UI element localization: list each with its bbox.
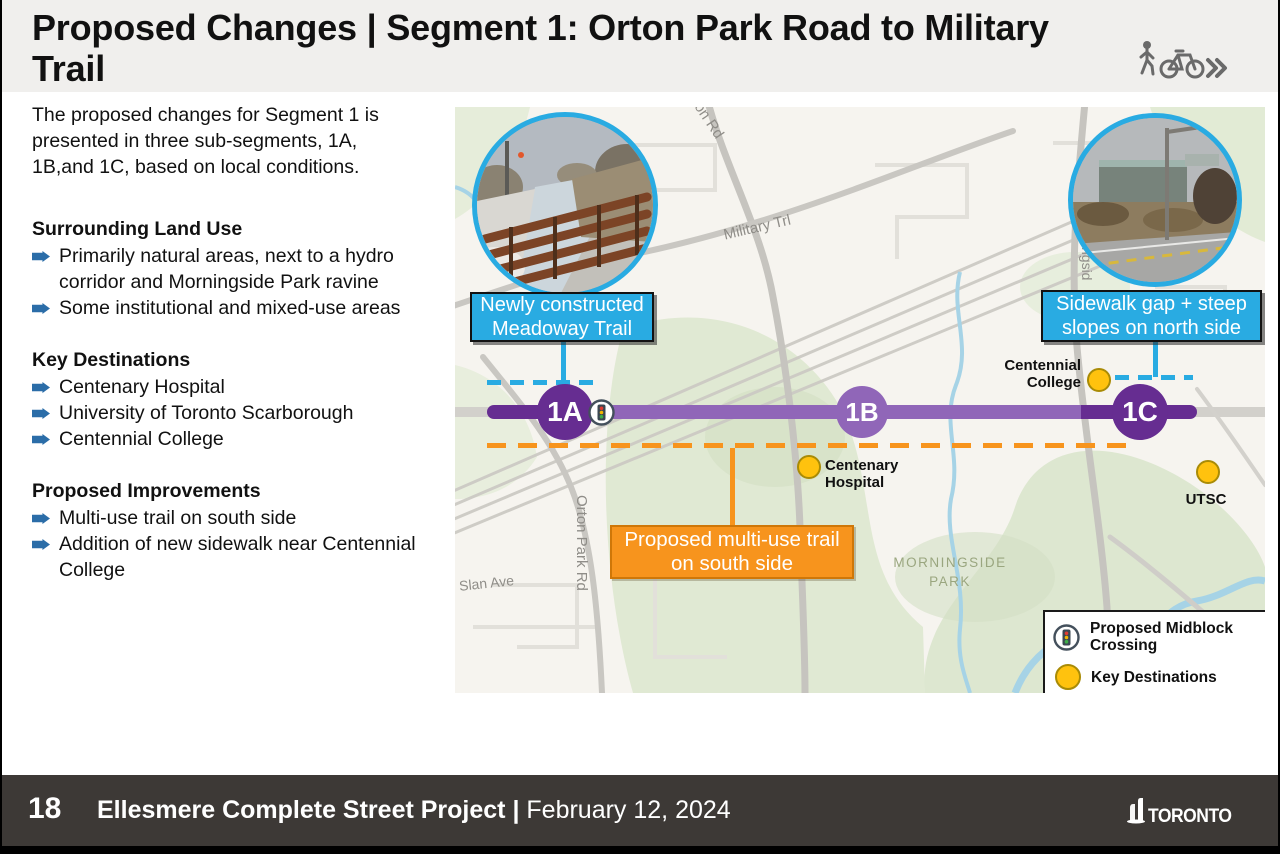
callout-sidewalk-gap: Sidewalk gap + steep slopes on north sid… [1041,290,1262,342]
segment-marker-1b: 1B [836,386,888,438]
bullet-text: Primarily natural areas, next to a hydro… [59,245,394,293]
destination-dot-utsc [1196,460,1220,484]
list-item: Primarily natural areas, next to a hydro… [32,243,444,295]
arrow-bullet-icon [32,382,50,393]
blue-connector-west [561,341,566,382]
bullet-text: Multi-use trail on south side [59,507,297,529]
segment-marker-1c: 1C [1112,384,1168,440]
bullet-text: Addition of new sidewalk near Centennial… [59,533,416,581]
orange-connector [730,448,735,525]
segment-marker-1a: 1A [537,384,593,440]
street-label-orton-park: Orton Park Rd [573,495,590,591]
key-destination-icon [1055,664,1081,690]
list-item: Multi-use trail on south side [32,505,444,531]
list-item: Centenary Hospital [32,374,444,400]
park-label: MORNINGSIDE PARK [893,555,1007,589]
footer-bar: 18 Ellesmere Complete Street Project | F… [2,775,1278,846]
map-legend: Proposed Midblock Crossing Key Destinati… [1043,610,1265,693]
svg-text:TORONTO: TORONTO [1148,804,1232,826]
section-key-destinations: Key Destinations Centenary Hospital Univ… [32,347,444,452]
section-proposed-improvements: Proposed Improvements Multi-use trail on… [32,478,444,583]
arrow-bullet-icon [32,513,50,524]
toronto-logo: TORONTO [1124,792,1232,835]
segment-map: son Rd Military Trl Orton Park Rd Slan A… [455,107,1265,693]
blue-dashed-line-west [487,380,594,385]
bullet-text: Some institutional and mixed-use areas [59,297,401,319]
section-heading: Proposed Improvements [32,480,261,502]
destination-label-centennial: Centennial College [1004,357,1081,391]
blue-dashed-line-east [1115,375,1193,380]
orange-dashed-line [487,443,1132,448]
legend-row-destinations: Key Destinations [1053,664,1258,690]
legend-label: Key Destinations [1091,668,1217,686]
arrow-bullet-icon [32,408,50,419]
header-bar: Proposed Changes | Segment 1: Orton Park… [2,0,1278,92]
section-heading: Surrounding Land Use [32,218,243,240]
legend-row-midblock: Proposed Midblock Crossing [1053,620,1258,654]
section-surrounding-land-use: Surrounding Land Use Primarily natural a… [32,216,444,321]
arrow-bullet-icon [32,434,50,445]
midblock-crossing-icon [588,399,615,426]
section-heading: Key Destinations [32,349,191,371]
callout-text: Proposed multi-use trail on south side [624,528,840,575]
callout-multiuse-trail: Proposed multi-use trail on south side [610,525,854,579]
destination-dot-centenary [797,455,821,479]
callout-text: Newly constructed Meadoway Trail [480,294,644,340]
pedestrian-bicycle-icons [1138,40,1230,85]
list-item: Centennial College [32,426,444,452]
midblock-crossing-icon [1053,623,1080,651]
sidewalk-photo-graphic [1073,118,1237,282]
intro-paragraph: The proposed changes for Segment 1 is pr… [32,104,379,178]
page-number: 18 [28,792,62,825]
footer-project-name: Ellesmere Complete Street Project | [97,796,520,824]
page-title: Proposed Changes | Segment 1: Orton Park… [32,7,1049,89]
destination-label-centenary: Centenary Hospital [825,457,899,491]
meadoway-photo-graphic [477,117,653,293]
destination-label-utsc: UTSC [1185,491,1227,508]
arrow-bullet-icon [32,539,50,550]
legend-label: Proposed Midblock Crossing [1090,620,1233,654]
list-item: University of Toronto Scarborough [32,400,444,426]
callout-text: Sidewalk gap + steep slopes on north sid… [1056,293,1247,339]
arrow-bullet-icon [32,303,50,314]
photo-sidewalk-gap [1068,113,1242,287]
arrow-bullet-icon [32,251,50,262]
callout-meadoway-trail: Newly constructed Meadoway Trail [470,292,654,342]
photo-meadoway-trail [472,112,658,298]
list-item: Some institutional and mixed-use areas [32,295,444,321]
list-item: Addition of new sidewalk near Centennial… [32,531,444,583]
bullet-text: University of Toronto Scarborough [59,402,354,424]
blue-connector-east [1153,341,1158,377]
footer-title: Ellesmere Complete Street Project | Febr… [97,796,731,825]
bullet-text: Centennial College [59,428,224,450]
walk-bike-chevron-icon [1139,41,1227,79]
bullet-text: Centenary Hospital [59,376,225,398]
destination-dot-centennial [1087,368,1111,392]
toronto-city-icon: TORONTO [1127,798,1232,826]
footer-date: February 12, 2024 [526,796,731,824]
